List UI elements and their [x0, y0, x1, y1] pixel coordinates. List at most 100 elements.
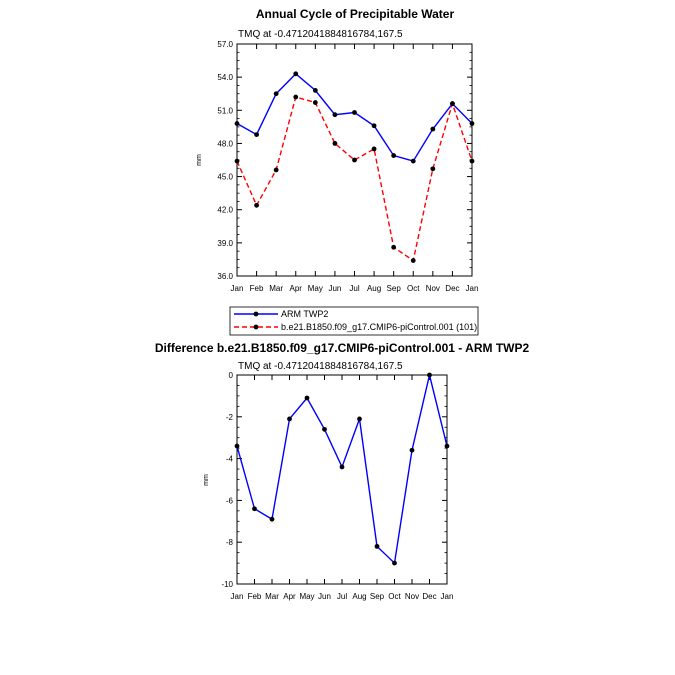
legend-marker-model [253, 324, 259, 330]
y-tick-label: -4 [226, 455, 234, 464]
x-tick-label: Nov [426, 284, 440, 293]
series-0-point [293, 71, 299, 77]
legend-box [229, 306, 479, 336]
chart2-ylabel: mm [203, 474, 210, 486]
x-tick-label: Mar [265, 592, 279, 601]
chart2-title: Difference b.e21.B1850.f09_g17.CMIP6-piC… [155, 341, 530, 355]
chart2-plot-frame [236, 374, 448, 585]
series-0-point [410, 158, 416, 164]
series-1-point [469, 158, 475, 164]
x-tick-label: Jan [466, 284, 479, 293]
y-tick-label: 54.0 [217, 73, 233, 82]
y-tick-label: -8 [226, 538, 234, 547]
x-tick-label: Aug [352, 592, 366, 601]
legend-label-model: b.e21.B1850.f09_g17.CMIP6-piControl.001 … [281, 322, 477, 332]
series-0-point [352, 110, 357, 115]
series-1-point [352, 157, 357, 163]
series-0-point [427, 372, 432, 378]
x-tick-label: Jul [349, 284, 359, 293]
chart2-subtitle: TMQ at -0.4712041884816784,167.5 [238, 361, 403, 372]
series-0-point [332, 112, 338, 118]
series-0-point [312, 88, 318, 93]
series-1-point [450, 101, 455, 107]
legend-marker-arm [253, 311, 259, 317]
series-0-point [444, 443, 450, 449]
series-line-1 [236, 96, 473, 262]
x-tick-label: Apr [283, 592, 296, 601]
chart2-series [234, 372, 450, 566]
x-tick-label: Jul [337, 592, 347, 601]
series-0-point [304, 395, 310, 401]
series-1-point [371, 146, 377, 152]
series-1-point [332, 141, 338, 146]
series-1-point [273, 167, 279, 173]
x-tick-label: Sep [370, 592, 385, 601]
y-tick-label: 45.0 [217, 173, 233, 182]
chart-annual-cycle: Annual Cycle of Precipitable Water TMQ a… [196, 7, 478, 293]
series-1-point [430, 166, 436, 172]
x-tick-label: Nov [405, 592, 419, 601]
series-1-point [254, 202, 259, 208]
x-tick-label: May [308, 284, 323, 293]
y-tick-label: 39.0 [217, 239, 233, 248]
series-0-point [371, 123, 377, 129]
series-0-point [269, 516, 275, 522]
chart-difference: Difference b.e21.B1850.f09_g17.CMIP6-piC… [155, 341, 530, 601]
x-tick-label: Sep [387, 284, 402, 293]
x-tick-label: Jan [231, 284, 244, 293]
x-tick-label: Mar [269, 284, 283, 293]
series-line-0 [236, 72, 473, 162]
series-0-point [234, 121, 240, 126]
chart2-ticks: -10 -8 -6 -4 -2 0 Jan Feb Mar Apr May Jun Jul Aug Sep O… [221, 371, 453, 601]
y-tick-label: -2 [226, 413, 234, 422]
series-0-point [374, 543, 380, 549]
chart1-title: Annual Cycle of Precipitable Water [256, 7, 455, 21]
series-1-point [234, 158, 240, 164]
x-tick-label: Dec [445, 284, 459, 293]
y-tick-label: -10 [221, 580, 233, 589]
x-tick-label: Feb [248, 592, 262, 601]
series-0-point [339, 464, 345, 470]
x-tick-label: Aug [367, 284, 381, 293]
chart1-ylabel: mm [196, 154, 203, 166]
chart1-legend: ARM TWP2 b.e21.B1850.f09_g17.CMIP6-piCon… [229, 306, 479, 336]
y-tick-label: 42.0 [217, 206, 233, 215]
chart1-subtitle: TMQ at -0.4712041884816784,167.5 [238, 29, 403, 40]
x-tick-label: Dec [422, 592, 436, 601]
y-tick-label: 36.0 [217, 272, 233, 281]
series-0-point [469, 121, 475, 126]
series-0-point [273, 91, 279, 97]
x-tick-label: Oct [388, 592, 401, 601]
series-0-point [234, 443, 240, 449]
x-tick-label: Oct [407, 284, 420, 293]
series-0-point [254, 132, 259, 137]
series-1-point [391, 244, 397, 250]
x-tick-label: Jun [328, 284, 341, 293]
series-0-point [392, 560, 397, 566]
series-1-point [312, 100, 318, 105]
series-1-point [410, 258, 416, 263]
series-0-point [322, 426, 327, 432]
y-tick-label: 51.0 [217, 106, 233, 115]
chart1-ticks: 36.0 39.0 42.0 45.0 48.0 51.0 54.0 57.0 Jan Feb Ma… [217, 40, 478, 293]
y-tick-label: 48.0 [217, 139, 233, 148]
series-0-point [287, 416, 292, 422]
x-tick-label: Jan [441, 592, 454, 601]
series-0-point [357, 416, 362, 422]
x-tick-label: May [299, 592, 314, 601]
x-tick-label: Feb [250, 284, 264, 293]
series-0-point [391, 153, 397, 158]
series-1-point [293, 94, 299, 100]
series-0-point [409, 447, 415, 453]
series-0-point [430, 126, 436, 132]
y-tick-label: 57.0 [217, 40, 233, 49]
x-tick-label: Jan [231, 592, 244, 601]
legend-label-arm: ARM TWP2 [281, 309, 328, 319]
chart1-series [234, 71, 475, 263]
series-0-point [252, 506, 257, 512]
x-tick-label: Jun [318, 592, 331, 601]
y-tick-label: 0 [229, 371, 234, 380]
y-tick-label: -6 [226, 496, 234, 505]
x-tick-label: Apr [290, 284, 303, 293]
